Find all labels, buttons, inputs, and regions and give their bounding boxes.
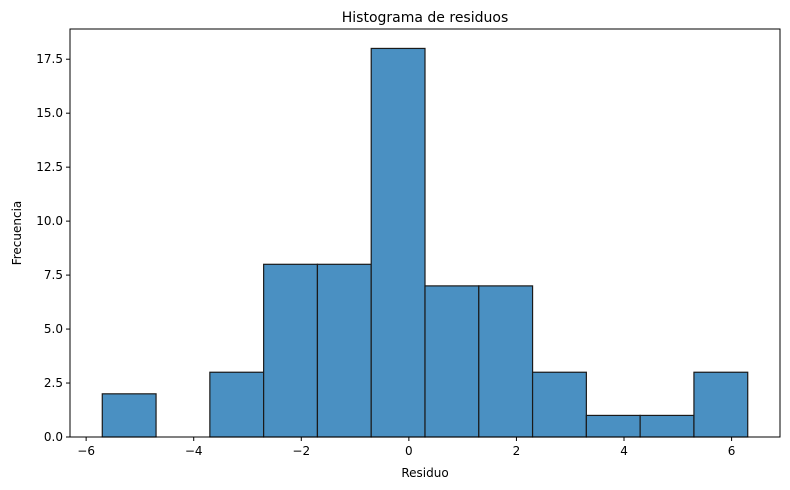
histogram-bar <box>209 371 265 438</box>
histogram-bar <box>424 285 480 438</box>
histogram-bar <box>585 414 641 438</box>
chart-title: Histograma de residuos <box>342 10 508 26</box>
x-tick-label: 0 <box>405 444 413 458</box>
y-tick-label: 10.0 <box>36 214 63 228</box>
plot-frame <box>69 28 781 438</box>
y-axis-label: Frecuencia <box>10 201 24 266</box>
x-tick-label: −2 <box>292 444 310 458</box>
x-tick-label: 6 <box>728 444 736 458</box>
y-tick-label: 17.5 <box>36 52 63 66</box>
y-tick-label: 12.5 <box>36 160 63 174</box>
bars-group <box>101 47 749 438</box>
histogram-bar <box>316 263 372 438</box>
histogram-bar <box>101 393 157 438</box>
histogram-bar <box>370 47 426 438</box>
y-tick-label: 15.0 <box>36 106 63 120</box>
histogram-bar <box>263 263 319 438</box>
histogram-bar <box>531 371 587 438</box>
y-tick-label: 7.5 <box>44 268 63 282</box>
x-tick-label: 4 <box>620 444 628 458</box>
x-tick-label: 2 <box>513 444 521 458</box>
y-tick-label: 5.0 <box>44 322 63 336</box>
x-axis-ticks: −6 −4 −2 0 2 4 6 <box>77 437 735 458</box>
y-tick-label: 2.5 <box>44 376 63 390</box>
histogram-bar <box>478 285 534 438</box>
x-tick-label: −4 <box>185 444 203 458</box>
x-tick-label: −6 <box>77 444 95 458</box>
histogram-bar <box>693 371 749 438</box>
x-axis-label: Residuo <box>401 466 448 480</box>
histogram-bar <box>639 414 695 438</box>
y-tick-label: 0.0 <box>44 430 63 444</box>
y-axis-ticks: 0.0 2.5 5.0 7.5 10.0 12.5 15.0 17.5 <box>36 52 70 444</box>
